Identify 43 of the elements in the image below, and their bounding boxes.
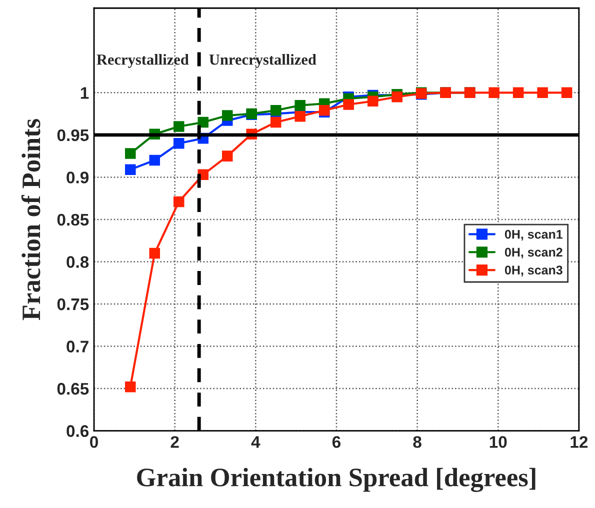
annotation: Recrystallized <box>96 54 189 68</box>
point <box>149 154 160 166</box>
x-tick-label: 6 <box>332 436 341 448</box>
point <box>125 164 136 175</box>
point <box>173 196 184 208</box>
point <box>222 150 233 162</box>
y-tick-label: 0.95 <box>57 129 89 142</box>
point <box>125 381 136 392</box>
point <box>367 96 378 106</box>
legend-label: 0H, scan3 <box>504 266 562 276</box>
y-tick-label: 0.85 <box>57 214 89 226</box>
y-tick-label: 0.6 <box>66 425 89 437</box>
x-tick-label: 4 <box>251 436 260 448</box>
point <box>294 110 306 122</box>
point <box>343 99 354 110</box>
point <box>488 87 500 98</box>
point <box>149 248 160 259</box>
point <box>222 110 233 121</box>
point <box>294 100 306 111</box>
legend-label: 0H, scan2 <box>504 248 562 258</box>
point <box>537 87 548 98</box>
y-tick-label: 0.65 <box>57 382 89 395</box>
x-tick-label: 10 <box>490 436 507 448</box>
point <box>173 138 184 149</box>
y-tick-label: 0.9 <box>66 172 89 184</box>
legend-label: 0H, scan1 <box>504 230 562 241</box>
annotation: Unrecrystallized <box>209 54 316 68</box>
x-axis-title: Grain Orientation Spread [degrees] <box>137 468 536 492</box>
point <box>512 87 524 98</box>
x-tick-label: 2 <box>170 436 179 448</box>
point <box>561 87 572 98</box>
y-axis-title: Fraction of Points <box>21 118 40 320</box>
x-tick-label: 0 <box>90 436 98 448</box>
y-tick-label: 0.8 <box>66 256 89 268</box>
y-tick-label: 0.75 <box>57 298 89 310</box>
x-tick-label: 12 <box>570 436 588 448</box>
point <box>125 148 136 159</box>
point <box>198 116 208 128</box>
y-tick-label: 0.7 <box>66 340 88 352</box>
x-tick-label: 8 <box>413 436 422 448</box>
point <box>270 116 282 128</box>
y-tick-label: 1 <box>80 87 89 99</box>
point <box>173 121 184 132</box>
